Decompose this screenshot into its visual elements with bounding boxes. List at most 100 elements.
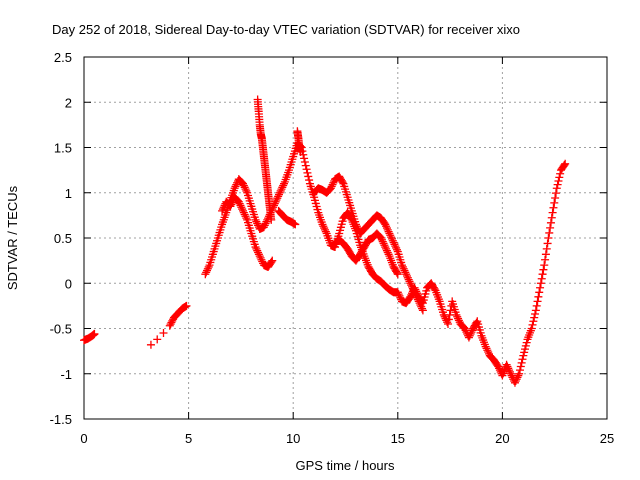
x-tick-label: 15 (391, 431, 405, 446)
data-point (484, 348, 493, 357)
data-point (405, 277, 414, 286)
data-point (231, 182, 240, 191)
data-point (242, 214, 251, 223)
data-point (409, 286, 418, 295)
data-point (535, 288, 544, 297)
data-point (226, 202, 235, 211)
y-tick-label: 0 (65, 276, 72, 291)
data-point (541, 250, 550, 259)
data-point (545, 228, 554, 237)
data-point (536, 279, 545, 288)
data-point (377, 234, 386, 242)
data-point (393, 288, 402, 297)
data-point (461, 326, 470, 335)
data-point (503, 362, 512, 371)
data-point (539, 265, 548, 274)
data-point (556, 169, 565, 178)
data-point (415, 299, 424, 308)
data-point (382, 224, 391, 233)
data-point (387, 233, 396, 242)
data-point (452, 310, 461, 319)
data-point (326, 184, 335, 193)
data-point (518, 355, 527, 364)
data-point (239, 181, 248, 190)
data-point (182, 301, 191, 310)
data-point (514, 371, 523, 380)
data-point (254, 250, 263, 259)
data-point (251, 243, 260, 252)
data-point (268, 256, 277, 265)
data-point (550, 198, 559, 207)
data-point (418, 304, 427, 313)
data-point (272, 195, 281, 204)
data-point (441, 314, 450, 323)
data-point (275, 188, 284, 197)
data-point (382, 222, 391, 231)
data-point (392, 243, 401, 252)
y-tick-label: -0.5 (50, 322, 72, 337)
data-point (240, 183, 249, 192)
data-point (379, 239, 388, 248)
data-point (411, 290, 420, 299)
data-point (328, 180, 337, 189)
data-point (274, 192, 283, 201)
data-point (276, 186, 285, 195)
data-point (90, 329, 99, 338)
y-tick-label: -1.5 (50, 412, 72, 427)
data-point (534, 292, 543, 301)
data-point (389, 238, 398, 247)
data-point (260, 221, 269, 230)
data-point (201, 270, 210, 279)
data-point (505, 366, 514, 375)
data-point (218, 206, 227, 215)
data-point (560, 161, 569, 170)
data-point (530, 313, 539, 322)
data-point (512, 375, 521, 384)
data-point (454, 314, 463, 323)
data-point (547, 213, 556, 222)
data-point (399, 264, 408, 273)
data-point (381, 220, 390, 229)
data-point (278, 183, 287, 192)
data-point (402, 270, 411, 279)
data-point (537, 274, 546, 283)
data-point (234, 197, 243, 206)
data-point (418, 306, 427, 315)
data-point (319, 222, 328, 231)
x-tick-label: 10 (286, 431, 300, 446)
data-point (159, 329, 168, 338)
y-axis-label: SDTVAR / TECUs (5, 185, 20, 290)
data-point (274, 190, 283, 199)
data-point (393, 270, 402, 279)
y-tick-label: 1 (65, 186, 72, 201)
data-point (273, 194, 282, 203)
data-point (318, 220, 327, 229)
data-point (377, 235, 386, 244)
data-point (305, 176, 314, 185)
data-point (242, 186, 251, 195)
data-point (267, 215, 276, 224)
data-point (464, 333, 473, 342)
data-point (554, 176, 563, 185)
data-point (542, 244, 551, 253)
data-point (495, 364, 504, 373)
data-point (472, 318, 481, 327)
data-point (279, 179, 288, 188)
data-point (301, 161, 310, 170)
data-point (241, 212, 250, 221)
data-point (300, 157, 309, 166)
data-point (410, 288, 419, 297)
x-tick-label: 25 (600, 431, 614, 446)
data-point (304, 172, 313, 181)
data-point (228, 198, 237, 207)
data-point (382, 246, 391, 255)
data-point (412, 291, 421, 300)
data-point (291, 220, 300, 229)
data-point (552, 184, 561, 193)
data-point (528, 320, 537, 329)
data-point (252, 217, 261, 226)
data-point (532, 301, 541, 310)
x-tick-label: 0 (80, 431, 87, 446)
data-point (446, 306, 455, 315)
data-point (383, 225, 392, 234)
